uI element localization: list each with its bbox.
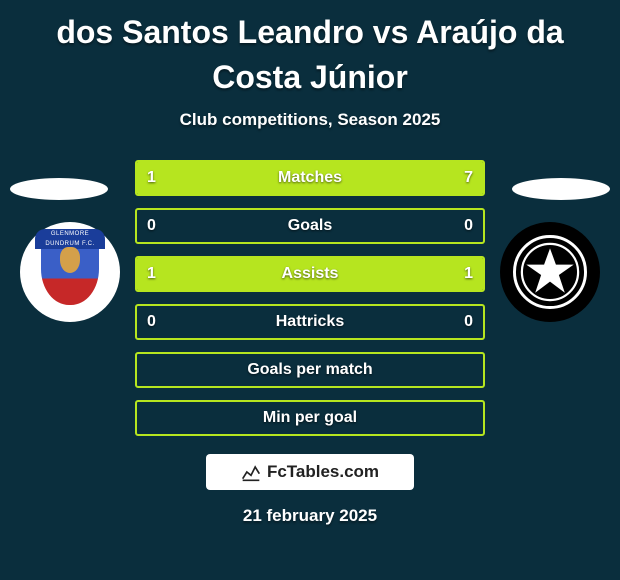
stat-label: Min per goal [137,409,483,427]
attribution-text: FcTables.com [267,462,379,482]
stat-row: Min per goal [135,400,485,436]
stat-row: Assists1 1 [135,256,485,292]
stat-label: Assists [137,265,483,283]
stat-value-right: 0 [464,313,473,331]
stat-value-right: 0 [464,217,473,235]
stat-row: Matches1 7 [135,160,485,196]
botafogo-star-icon [513,235,587,309]
stat-value-left: 1 [147,265,156,283]
player-ellipse-right [512,178,610,200]
stat-label: Hattricks [137,313,483,331]
stat-label: Goals [137,217,483,235]
stat-label: Goals per match [137,361,483,379]
stat-row: Goals0 0 [135,208,485,244]
stat-label: Matches [137,169,483,187]
club-crest-right [500,222,600,322]
player-ellipse-left [10,178,108,200]
date-text: 21 february 2025 [0,506,620,526]
stat-value-right: 7 [464,169,473,187]
stat-value-left: 0 [147,313,156,331]
page-title: dos Santos Leandro vs Araújo da Costa Jú… [0,0,620,100]
stats-container: Matches17Goals00Assists11Hattricks00Goal… [135,160,485,436]
stat-value-right: 1 [464,265,473,283]
attribution-badge: FcTables.com [206,454,414,490]
stat-value-left: 1 [147,169,156,187]
club-crest-left: GLENMORE DUNDRUM F.C. [20,222,120,322]
stat-row: Hattricks0 0 [135,304,485,340]
stat-row: Goals per match [135,352,485,388]
shield-icon: GLENMORE DUNDRUM F.C. [39,237,101,307]
chart-icon [241,462,261,482]
subtitle: Club competitions, Season 2025 [0,110,620,130]
stat-value-left: 0 [147,217,156,235]
